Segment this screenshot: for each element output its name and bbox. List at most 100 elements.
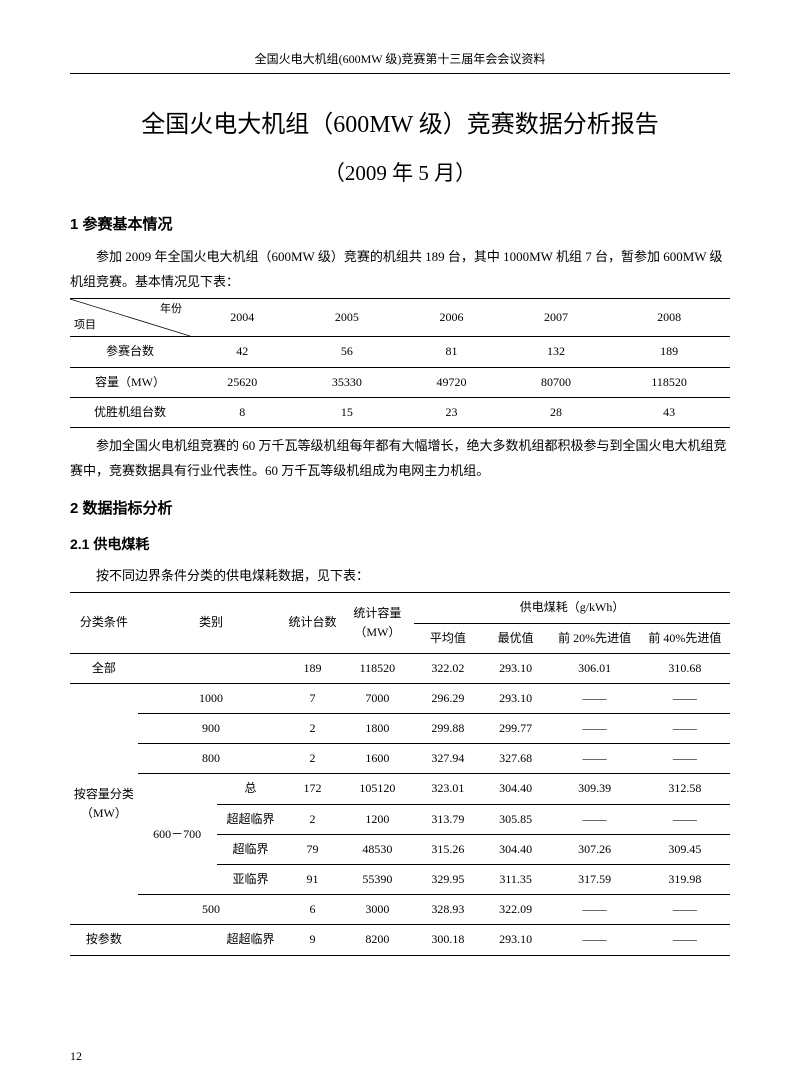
cell: —— xyxy=(640,895,730,925)
section-2-1-p1: 按不同边界条件分类的供电煤耗数据，见下表： xyxy=(70,564,730,589)
cell: —— xyxy=(549,683,639,713)
h-p20: 前 20%先进值 xyxy=(549,623,639,653)
row-label: 容量（MW） xyxy=(70,367,190,397)
row-label: 优胜机组台数 xyxy=(70,397,190,427)
cell: —— xyxy=(640,744,730,774)
cell: 329.95 xyxy=(414,865,482,895)
cell: 309.39 xyxy=(549,774,639,804)
cell: 48530 xyxy=(341,834,414,864)
cond: 按参数 xyxy=(70,925,138,955)
cell: 328.93 xyxy=(414,895,482,925)
year-col: 2004 xyxy=(190,299,295,337)
h-cat: 类别 xyxy=(138,593,285,653)
cat: 1000 xyxy=(138,683,285,713)
cell: 8200 xyxy=(341,925,414,955)
cell: 7 xyxy=(284,683,340,713)
cell: 3000 xyxy=(341,895,414,925)
cell: 43 xyxy=(608,397,730,427)
cell: 312.58 xyxy=(640,774,730,804)
page-number: 12 xyxy=(70,1047,82,1066)
cell: 317.59 xyxy=(549,865,639,895)
h-p40: 前 40%先进值 xyxy=(640,623,730,653)
table-basic-info: 年份 项目 2004 2005 2006 2007 2008 参赛台数 42 5… xyxy=(70,298,730,428)
cell: 296.29 xyxy=(414,683,482,713)
cat xyxy=(138,925,217,955)
cell: 315.26 xyxy=(414,834,482,864)
h-cap: 统计容量（MW） xyxy=(341,593,414,653)
cell: 105120 xyxy=(341,774,414,804)
cell: 55390 xyxy=(341,865,414,895)
cell: 309.45 xyxy=(640,834,730,864)
cell: 313.79 xyxy=(414,804,482,834)
cell: 305.85 xyxy=(482,804,550,834)
page-header: 全国火电大机组(600MW 级)竞赛第十三届年会会议资料 xyxy=(70,50,730,74)
cell: 327.68 xyxy=(482,744,550,774)
cell: 2 xyxy=(284,744,340,774)
cell: 306.01 xyxy=(549,653,639,683)
cell: 327.94 xyxy=(414,744,482,774)
cat: 500 xyxy=(138,895,285,925)
cell: —— xyxy=(640,714,730,744)
cond: 按容量分类（MW） xyxy=(70,683,138,925)
cat: 900 xyxy=(138,714,285,744)
cond: 全部 xyxy=(70,653,138,683)
cell: 8 xyxy=(190,397,295,427)
cell: 300.18 xyxy=(414,925,482,955)
cell: 132 xyxy=(504,337,609,367)
cell: 293.10 xyxy=(482,925,550,955)
cat: 600－700 xyxy=(138,774,217,895)
doc-title: 全国火电大机组（600MW 级）竞赛数据分析报告 xyxy=(70,104,730,147)
cat: 800 xyxy=(138,744,285,774)
cell: 9 xyxy=(284,925,340,955)
cell: —— xyxy=(549,925,639,955)
cell: 293.10 xyxy=(482,683,550,713)
cell: 299.88 xyxy=(414,714,482,744)
section-2-head: 2 数据指标分析 xyxy=(70,497,730,521)
cell: 304.40 xyxy=(482,774,550,804)
cell: 2 xyxy=(284,714,340,744)
cell: —— xyxy=(549,714,639,744)
cat2: 超临界 xyxy=(217,834,285,864)
diag-top-label: 年份 xyxy=(160,301,182,319)
year-col: 2007 xyxy=(504,299,609,337)
section-1-p1: 参加 2009 年全国火电大机组（600MW 级）竞赛的机组共 189 台，其中… xyxy=(70,245,730,294)
cell: 7000 xyxy=(341,683,414,713)
cell: 2 xyxy=(284,804,340,834)
cell: —— xyxy=(640,925,730,955)
cell: —— xyxy=(549,744,639,774)
cell: —— xyxy=(640,683,730,713)
cell: 28 xyxy=(504,397,609,427)
cell: 35330 xyxy=(295,367,400,397)
cell: 1800 xyxy=(341,714,414,744)
cell: —— xyxy=(640,804,730,834)
cat2: 亚临界 xyxy=(217,865,285,895)
cell: 310.68 xyxy=(640,653,730,683)
cell: —— xyxy=(549,895,639,925)
cell: 307.26 xyxy=(549,834,639,864)
h-grp: 供电煤耗（g/kWh） xyxy=(414,593,730,623)
table-coal-consumption: 分类条件 类别 统计台数 统计容量（MW） 供电煤耗（g/kWh） 平均值 最优… xyxy=(70,592,730,955)
cat2: 超超临界 xyxy=(217,925,285,955)
h-count: 统计台数 xyxy=(284,593,340,653)
doc-subtitle: （2009 年 5 月） xyxy=(70,157,730,191)
cell: 311.35 xyxy=(482,865,550,895)
cell: 15 xyxy=(295,397,400,427)
cell: 118520 xyxy=(341,653,414,683)
year-col: 2008 xyxy=(608,299,730,337)
cell: 189 xyxy=(608,337,730,367)
cat2: 超超临界 xyxy=(217,804,285,834)
diag-left-label: 项目 xyxy=(74,317,96,335)
cell: 25620 xyxy=(190,367,295,397)
cat xyxy=(138,653,285,683)
row-label: 参赛台数 xyxy=(70,337,190,367)
section-1-p2: 参加全国火电机组竞赛的 60 万千瓦等级机组每年都有大幅增长，绝大多数机组都积极… xyxy=(70,434,730,483)
year-col: 2006 xyxy=(399,299,504,337)
cell: 322.02 xyxy=(414,653,482,683)
h-avg: 平均值 xyxy=(414,623,482,653)
year-col: 2005 xyxy=(295,299,400,337)
diag-header-cell: 年份 项目 xyxy=(70,299,190,337)
cell: 189 xyxy=(284,653,340,683)
cell: 42 xyxy=(190,337,295,367)
cell: 79 xyxy=(284,834,340,864)
cell: 172 xyxy=(284,774,340,804)
